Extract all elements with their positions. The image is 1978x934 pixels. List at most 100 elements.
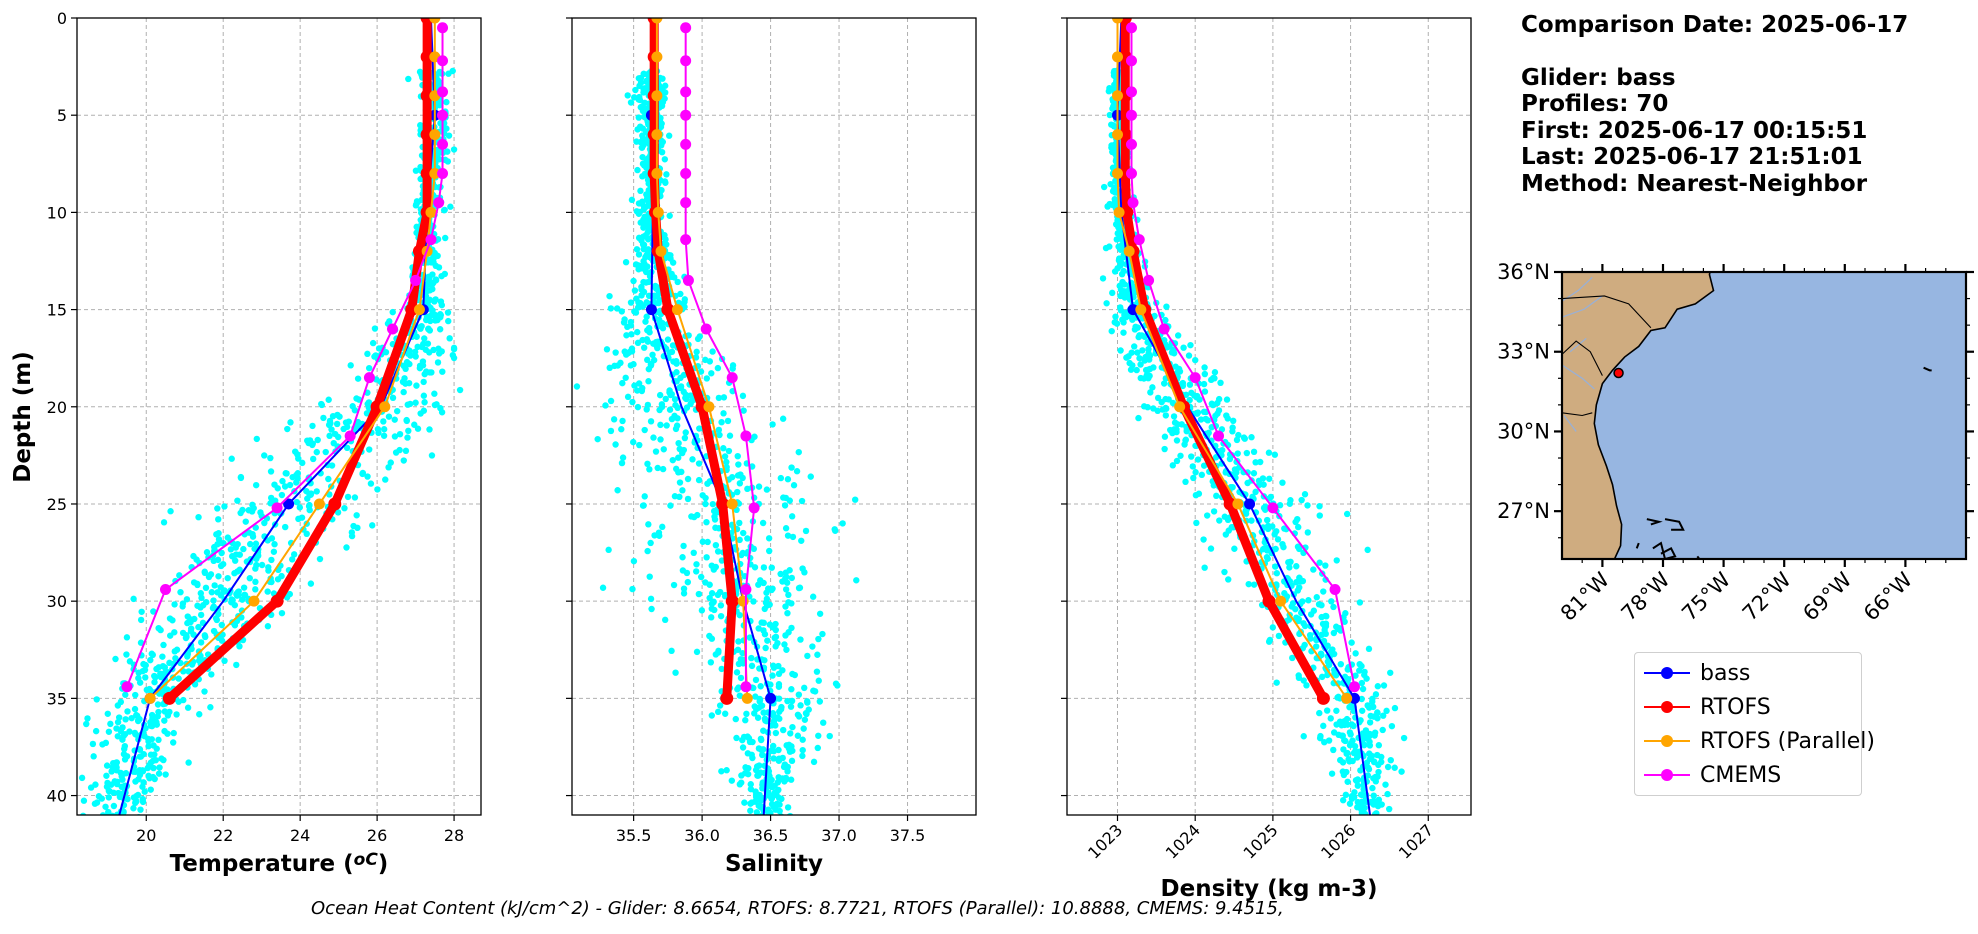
observation-point (1149, 384, 1156, 391)
observation-point (747, 781, 754, 788)
series-rtofs-parallel (144, 18, 441, 704)
observation-point (162, 771, 169, 778)
observation-point (621, 348, 628, 355)
observation-point (245, 507, 252, 514)
observation-point (1359, 685, 1367, 693)
observation-point (1379, 814, 1381, 815)
observation-point (640, 344, 648, 351)
observation-point (1129, 362, 1136, 369)
observation-point (760, 619, 767, 627)
observation-point (641, 85, 648, 92)
observation-point (814, 651, 821, 658)
observation-point (140, 750, 147, 758)
observation-point (1352, 650, 1359, 657)
observation-point (1117, 304, 1124, 311)
observation-point (1188, 453, 1195, 460)
observation-point (778, 813, 784, 815)
observation-point (736, 781, 744, 788)
series-marker (1113, 206, 1125, 218)
observation-point (658, 401, 666, 408)
x-tick-label: 24 (290, 826, 310, 845)
observation-point (267, 500, 274, 507)
observation-point (647, 595, 655, 603)
series-marker (726, 372, 738, 384)
observation-point (400, 388, 407, 396)
observation-point (214, 589, 221, 596)
observation-point (736, 480, 744, 487)
observation-point (160, 519, 168, 526)
observation-point (394, 407, 401, 415)
observation-point (714, 708, 722, 716)
observation-point (155, 770, 163, 777)
observation-point (366, 446, 373, 453)
observation-point (1300, 677, 1307, 684)
observation-point (303, 487, 310, 495)
observation-point (651, 532, 658, 539)
observation-point (1123, 354, 1130, 361)
observation-point (708, 712, 716, 719)
observation-point (613, 305, 621, 312)
observation-point (149, 757, 157, 764)
observation-point (635, 266, 642, 273)
observation-point (1362, 727, 1370, 734)
observation-point (684, 578, 692, 586)
observation-point (635, 210, 643, 217)
observation-point (1292, 605, 1299, 613)
observation-point (328, 426, 335, 433)
observation-point (267, 494, 275, 502)
observation-point (803, 698, 811, 705)
observation-point (631, 287, 639, 294)
observation-point (695, 460, 703, 467)
observation-point (160, 641, 167, 649)
observation-point (795, 691, 803, 698)
observation-point (1200, 462, 1208, 469)
observation-point (734, 452, 741, 460)
observation-point (126, 658, 134, 665)
observation-point (831, 527, 839, 534)
observation-point (1304, 502, 1311, 509)
observation-point (1162, 404, 1169, 412)
observation-point (768, 722, 776, 729)
observation-point (213, 616, 221, 624)
series-marker (1275, 595, 1287, 607)
plot-frame (1066, 17, 1472, 816)
observation-point (632, 86, 639, 94)
observation-point (344, 493, 352, 501)
observation-point (791, 671, 799, 679)
observation-point (637, 219, 644, 226)
observation-point (175, 675, 182, 682)
observation-point (249, 533, 257, 540)
observation-point (1222, 531, 1230, 538)
observation-point (84, 715, 91, 722)
series-marker (740, 584, 752, 596)
observation-point (1179, 379, 1187, 387)
observation-point (307, 580, 315, 587)
observation-point (367, 480, 375, 487)
observation-point (353, 395, 360, 402)
observation-point (788, 757, 796, 765)
observation-point (437, 298, 445, 305)
series-marker (1125, 55, 1137, 67)
observation-point (239, 506, 246, 514)
observation-point (1370, 775, 1377, 782)
observation-point (698, 607, 706, 614)
observation-point (218, 549, 225, 557)
observation-point (258, 561, 266, 569)
observation-point (716, 702, 724, 709)
x-tick-label: 1026 (1317, 820, 1359, 862)
series-marker (429, 168, 441, 180)
observation-point (1161, 445, 1168, 453)
observation-point (657, 436, 664, 443)
series-marker (270, 594, 284, 608)
series-marker (1213, 430, 1224, 442)
observation-point (1186, 396, 1193, 404)
observation-point (1391, 764, 1398, 771)
observation-point (413, 333, 420, 340)
observation-point (1365, 764, 1372, 771)
observation-point (634, 403, 642, 411)
observation-point (359, 469, 367, 477)
observation-point (207, 571, 215, 578)
observation-point (353, 512, 360, 519)
series-marker (121, 681, 133, 693)
observation-point (202, 633, 209, 641)
